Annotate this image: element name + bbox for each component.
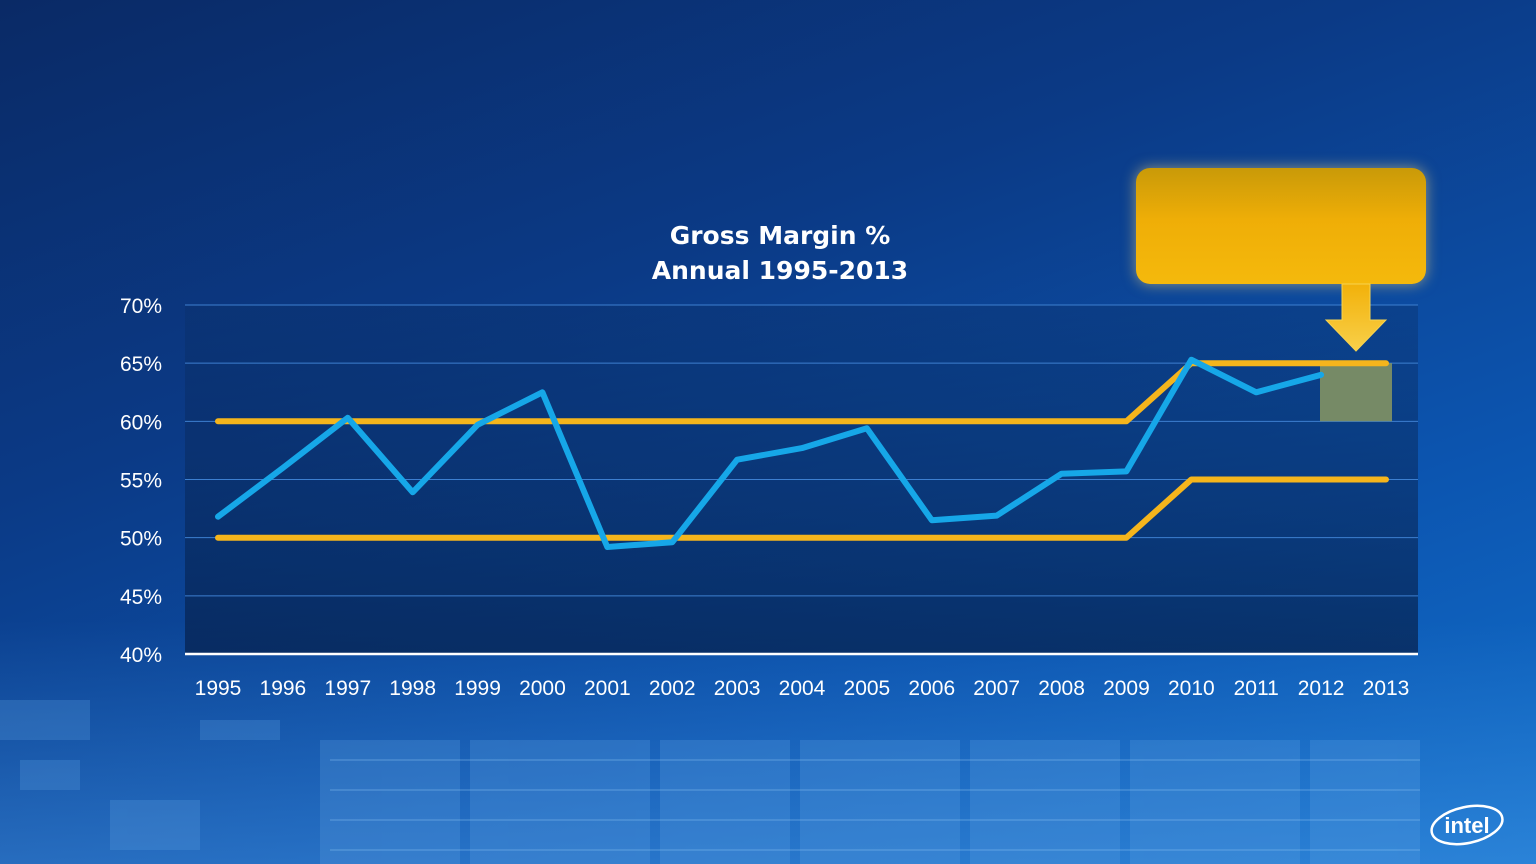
y-tick-label: 40%: [120, 644, 162, 667]
intel-logo: intel: [1430, 804, 1504, 846]
logo-text: intel: [1444, 813, 1489, 838]
gross-margin-line: [215, 356, 1325, 550]
y-tick-label: 65%: [120, 353, 162, 376]
x-tick-label: 2001: [584, 677, 631, 700]
x-tick-label: 2007: [973, 677, 1020, 700]
x-tick-label: 2009: [1103, 677, 1150, 700]
callout-box: [1136, 168, 1426, 284]
x-tick-label: 2005: [844, 677, 891, 700]
x-tick-label: 2013: [1363, 677, 1410, 700]
x-tick-label: 2003: [714, 677, 761, 700]
y-tick-label: 60%: [120, 411, 162, 434]
x-tick-label: 1998: [389, 677, 436, 700]
lower-range-line: [215, 476, 1389, 541]
x-tick-label: 2006: [908, 677, 955, 700]
x-tick-label: 1999: [454, 677, 501, 700]
x-tick-label: 1997: [324, 677, 371, 700]
callout-arrow: [1324, 283, 1388, 352]
y-tick-label: 50%: [120, 528, 162, 551]
x-tick-label: 2012: [1298, 677, 1345, 700]
x-tick-label: 2008: [1038, 677, 1085, 700]
y-tick-label: 70%: [120, 295, 162, 318]
x-tick-label: 2010: [1168, 677, 1215, 700]
x-tick-label: 2000: [519, 677, 566, 700]
x-tick-label: 2004: [779, 677, 826, 700]
forecast-range-box: [1320, 363, 1392, 422]
x-tick-label: 1996: [260, 677, 307, 700]
chart-subtitle: Annual 1995-2013: [651, 256, 909, 285]
y-tick-label: 45%: [120, 586, 162, 609]
x-tick-label: 2011: [1234, 677, 1279, 700]
x-tick-label: 2002: [649, 677, 696, 700]
x-tick-label: 1995: [195, 677, 242, 700]
chart-title-block: Gross Margin % Annual 1995-2013: [580, 218, 980, 288]
y-tick-label: 55%: [120, 470, 162, 493]
chart-title: Gross Margin %: [669, 221, 891, 250]
